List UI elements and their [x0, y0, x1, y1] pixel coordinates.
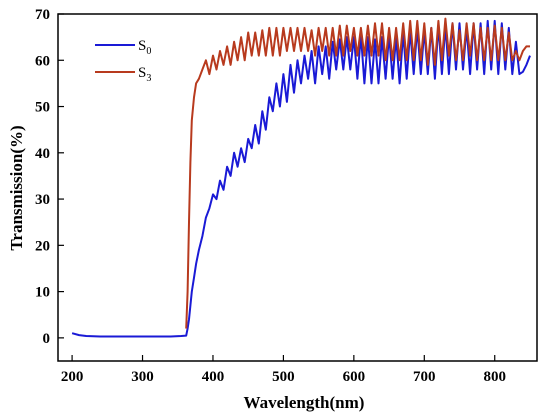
x-tick-label: 800 [483, 369, 506, 385]
legend-label-s3: S3 [138, 65, 151, 84]
plot-frame [57, 13, 538, 362]
y-axis-title: Transmission(%) [7, 125, 26, 250]
y-tick-label: 60 [35, 53, 50, 69]
legend: S0 S3 [95, 38, 151, 84]
y-tick-label: 10 [35, 285, 50, 301]
x-axis-title: Wavelength(nm) [244, 393, 365, 412]
x-tick-label: 200 [61, 369, 84, 385]
y-tick-label: 0 [43, 331, 51, 347]
axis-ticks: 200 300 400 500 600 700 800 0 10 20 30 40 50 60 70 [35, 7, 506, 385]
y-tick-label: 20 [35, 238, 50, 254]
x-tick-label: 500 [272, 369, 295, 385]
x-tick-label: 400 [202, 369, 225, 385]
legend-label-s0: S0 [138, 38, 151, 57]
y-tick-label: 30 [35, 192, 50, 208]
y-tick-label: 50 [35, 100, 50, 116]
x-tick-label: 600 [343, 369, 366, 385]
series-line-s3 [185, 17, 530, 329]
series-layer [71, 17, 531, 338]
y-tick-label: 40 [35, 146, 50, 162]
x-tick-label: 700 [413, 369, 436, 385]
y-tick-label: 70 [35, 7, 50, 23]
x-tick-label: 300 [131, 369, 154, 385]
